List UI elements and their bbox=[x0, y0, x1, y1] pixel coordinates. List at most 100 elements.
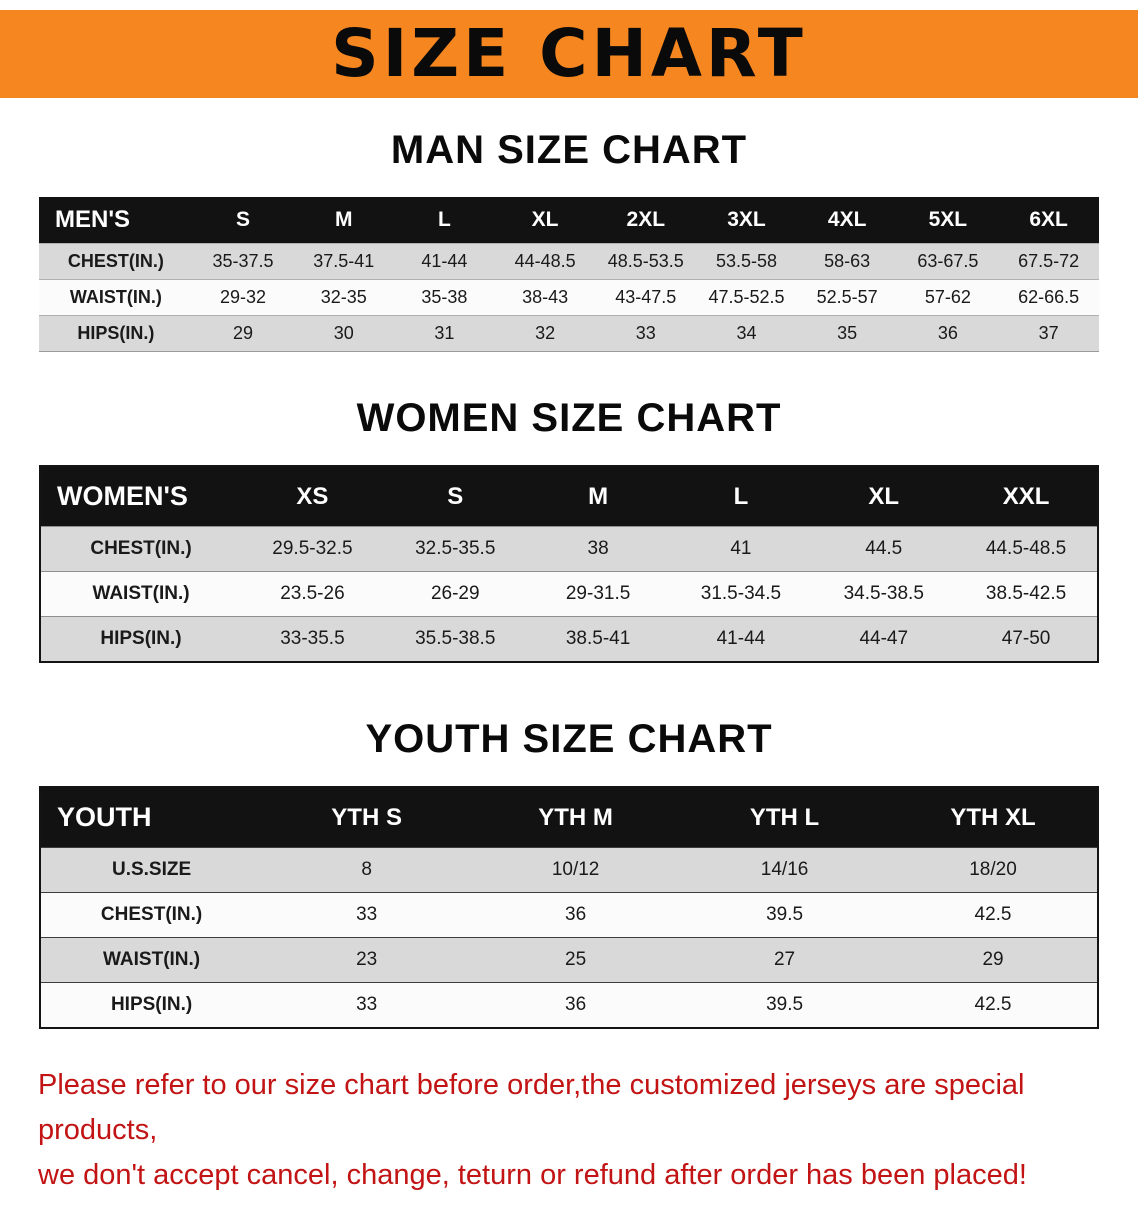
cell-value: 32 bbox=[535, 323, 556, 343]
table-title-cell: WOMEN'S bbox=[40, 466, 242, 527]
row-label: HIPS(IN.) bbox=[110, 994, 193, 1015]
table-row: WAIST(IN.) 23 25 27 29 bbox=[40, 937, 1098, 983]
cell-value: 38.5-41 bbox=[565, 628, 631, 649]
table-row: CHEST(IN.) 35-37.5 37.5-41 41-44 44-48.5 48.5… bbox=[39, 243, 1099, 280]
table-row: CHEST(IN.) 29.5-32.5 32.5-35.5 38 41 44.5 44.5… bbox=[40, 526, 1098, 572]
cell-value: 29 bbox=[233, 323, 254, 343]
column-header: L bbox=[669, 466, 813, 527]
order-notice: Please refer to our size chart before or… bbox=[0, 1063, 1138, 1198]
cell-value: 36 bbox=[565, 904, 587, 925]
cell-value: 31 bbox=[434, 323, 455, 343]
cell-value: 33 bbox=[356, 994, 378, 1015]
column-header: 2XL bbox=[595, 197, 697, 244]
cell-value: 58-63 bbox=[824, 251, 871, 271]
cell-value: 29.5-32.5 bbox=[272, 538, 353, 559]
cell-value: 32.5-35.5 bbox=[415, 538, 496, 559]
cell-value: 34 bbox=[736, 323, 757, 343]
row-label: CHEST(IN.) bbox=[67, 251, 164, 271]
cell-value: 37 bbox=[1038, 323, 1059, 343]
cell-value: 35 bbox=[837, 323, 858, 343]
cell-value: 34.5-38.5 bbox=[843, 583, 924, 604]
row-label: CHEST(IN.) bbox=[90, 538, 192, 559]
row-label: WAIST(IN.) bbox=[92, 583, 190, 604]
column-header: XXL bbox=[955, 466, 1098, 527]
cell-value: 43-47.5 bbox=[615, 287, 677, 307]
column-header: YTH L bbox=[680, 787, 890, 848]
cell-value: 48.5-53.5 bbox=[607, 251, 684, 271]
cell-value: 10/12 bbox=[551, 859, 600, 880]
youth-size-section: YOUTH SIZE CHART YOUTH YTH S YTH M YTH L YTH… bbox=[0, 717, 1138, 1029]
cell-value: 18/20 bbox=[969, 859, 1017, 880]
women-size-table: WOMEN'S XS S M L XL XXL CHEST(IN.) 29.5-32.5 32.5… bbox=[39, 465, 1099, 663]
column-header: YTH XL bbox=[889, 787, 1098, 848]
women-size-section: WOMEN SIZE CHART WOMEN'S XS S M L XL XXL CHEST(… bbox=[0, 396, 1138, 663]
cell-value: 63-67.5 bbox=[917, 251, 979, 271]
column-header: XS bbox=[241, 466, 384, 527]
table-row: HIPS(IN.) 33 36 39.5 42.5 bbox=[40, 982, 1098, 1028]
cell-value: 38-43 bbox=[522, 287, 569, 307]
cell-value: 33-35.5 bbox=[280, 628, 345, 649]
header-row: MEN'S S M L XL 2XL 3XL 4XL 5XL 6XL bbox=[39, 197, 1099, 244]
cell-value: 44-48.5 bbox=[514, 251, 576, 271]
row-label: CHEST(IN.) bbox=[100, 904, 203, 925]
cell-value: 39.5 bbox=[766, 994, 804, 1015]
page-title: SIZE CHART bbox=[331, 15, 807, 92]
column-header: 3XL bbox=[696, 197, 797, 244]
cell-value: 47.5-52.5 bbox=[708, 287, 785, 307]
row-label: WAIST(IN.) bbox=[103, 949, 201, 970]
women-section-heading: WOMEN SIZE CHART bbox=[356, 396, 782, 440]
column-header: 4XL bbox=[796, 197, 898, 244]
table-row: WAIST(IN.) 23.5-26 26-29 29-31.5 31.5-34.5 34… bbox=[40, 571, 1098, 617]
column-header: XL bbox=[812, 466, 956, 527]
table-row: CHEST(IN.) 33 36 39.5 42.5 bbox=[40, 892, 1098, 938]
row-label: WAIST(IN.) bbox=[69, 287, 162, 307]
cell-value: 8 bbox=[361, 859, 372, 880]
cell-value: 27 bbox=[773, 949, 796, 970]
header-row: WOMEN'S XS S M L XL XXL bbox=[40, 466, 1098, 527]
cell-value: 31.5-34.5 bbox=[700, 583, 782, 604]
notice-line-2: we don't accept cancel, change, teturn o… bbox=[38, 1158, 1027, 1191]
cell-value: 33 bbox=[356, 904, 378, 925]
cell-value: 29-32 bbox=[220, 287, 267, 307]
notice-line-1: Please refer to our size chart before or… bbox=[38, 1069, 1025, 1146]
cell-value: 33 bbox=[635, 323, 656, 343]
youth-size-table: YOUTH YTH S YTH M YTH L YTH XL U.S.SIZE 8 10/12… bbox=[39, 786, 1099, 1029]
row-label: HIPS(IN.) bbox=[100, 628, 182, 649]
cell-value: 29 bbox=[982, 949, 1004, 970]
cell-value: 36 bbox=[565, 994, 587, 1015]
cell-value: 52.5-57 bbox=[816, 287, 878, 307]
cell-value: 39.5 bbox=[766, 904, 804, 925]
column-header: L bbox=[394, 197, 495, 244]
column-header: S bbox=[383, 466, 527, 527]
column-header: 5XL bbox=[897, 197, 999, 244]
cell-value: 37.5-41 bbox=[313, 251, 375, 271]
cell-value: 47-50 bbox=[1001, 628, 1051, 649]
cell-value: 42.5 bbox=[974, 904, 1012, 925]
cell-value: 14/16 bbox=[760, 859, 809, 880]
cell-value: 53.5-58 bbox=[715, 251, 777, 271]
size-chart-page: SIZE CHART MAN SIZE CHART MEN'S S M L XL 2XL 3… bbox=[0, 10, 1138, 1198]
cell-value: 57-62 bbox=[924, 287, 971, 307]
cell-value: 35-38 bbox=[421, 287, 468, 307]
column-header: XL bbox=[494, 197, 596, 244]
table-title-cell: YOUTH bbox=[40, 787, 263, 848]
table-row: U.S.SIZE 8 10/12 14/16 18/20 bbox=[40, 847, 1098, 893]
cell-value: 30 bbox=[333, 323, 354, 343]
cell-value: 32-35 bbox=[320, 287, 367, 307]
cell-value: 67.5-72 bbox=[1018, 251, 1080, 271]
cell-value: 44-47 bbox=[859, 628, 909, 649]
cell-value: 44.5 bbox=[865, 538, 903, 559]
cell-value: 42.5 bbox=[974, 994, 1012, 1015]
cell-value: 41-44 bbox=[716, 628, 766, 649]
cell-value: 23.5-26 bbox=[280, 583, 345, 604]
cell-value: 25 bbox=[565, 949, 587, 970]
table-row: WAIST(IN.) 29-32 32-35 35-38 38-43 43-47.5 47.… bbox=[39, 279, 1099, 316]
cell-value: 35.5-38.5 bbox=[415, 628, 496, 649]
cell-value: 38 bbox=[587, 538, 609, 559]
row-label: U.S.SIZE bbox=[111, 859, 192, 880]
cell-value: 26-29 bbox=[430, 583, 480, 604]
cell-value: 38.5-42.5 bbox=[985, 583, 1067, 604]
cell-value: 36 bbox=[937, 323, 958, 343]
table-row: HIPS(IN.) 33-35.5 35.5-38.5 38.5-41 41-44 44-… bbox=[40, 616, 1098, 662]
row-label: HIPS(IN.) bbox=[77, 323, 155, 343]
